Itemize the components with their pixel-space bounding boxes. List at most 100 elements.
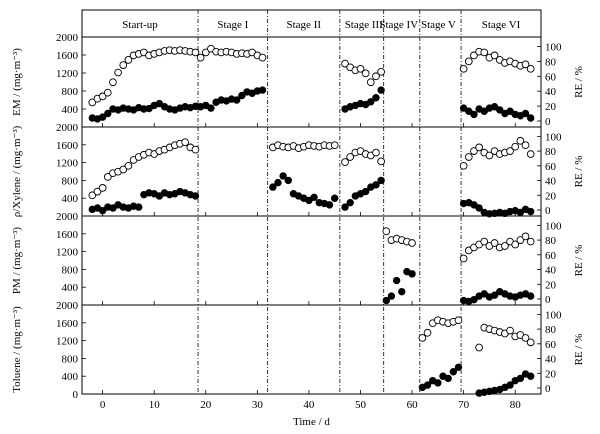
x-tick-label: 30 bbox=[252, 399, 264, 411]
re-point bbox=[526, 338, 535, 347]
left-tick-label: 400 bbox=[62, 282, 79, 294]
left-tick-label: 1200 bbox=[56, 158, 79, 170]
re-point bbox=[490, 51, 499, 60]
re-point bbox=[119, 165, 128, 174]
right-tick-label: 60 bbox=[545, 250, 557, 262]
re-point bbox=[511, 142, 520, 151]
y-axis-label: ρ/Xylene / (mg·m⁻³) bbox=[11, 125, 23, 217]
left-tick-label: 1600 bbox=[56, 229, 79, 241]
left-tick-label: 800 bbox=[62, 353, 79, 365]
left-tick-label: 400 bbox=[62, 193, 79, 205]
concentration-point bbox=[470, 110, 478, 119]
concentration-point bbox=[449, 368, 458, 376]
concentration-point bbox=[346, 198, 354, 207]
concentration-point bbox=[361, 187, 370, 196]
re-point bbox=[93, 187, 102, 196]
right-tick-label: 0 bbox=[545, 383, 551, 395]
concentration-point bbox=[377, 176, 385, 185]
concentration-point bbox=[207, 104, 215, 112]
re-point bbox=[191, 145, 200, 154]
re-point bbox=[103, 173, 112, 181]
re-point bbox=[196, 53, 205, 62]
right-tick-label: 100 bbox=[545, 131, 562, 143]
left-tick-label: 800 bbox=[62, 264, 79, 276]
re-point bbox=[191, 48, 200, 57]
left-tick-label: 2000 bbox=[56, 122, 79, 134]
re-point bbox=[459, 161, 468, 170]
x-tick-label: 60 bbox=[407, 399, 419, 411]
re-point bbox=[506, 147, 514, 155]
right-tick-label: 80 bbox=[545, 235, 557, 247]
re-point bbox=[341, 59, 349, 68]
re-point bbox=[459, 254, 468, 263]
x-tick-label: 70 bbox=[458, 399, 470, 411]
re-point bbox=[475, 343, 483, 352]
left-tick-label: 2000 bbox=[56, 211, 79, 223]
concentration-point bbox=[526, 372, 535, 380]
concentration-point bbox=[377, 86, 385, 94]
re-point bbox=[485, 151, 494, 160]
concentration-point bbox=[454, 363, 463, 371]
series-concentration bbox=[88, 86, 535, 123]
concentration-point bbox=[470, 295, 478, 304]
y-axis-label: EM / (mg·m⁻³) bbox=[11, 48, 23, 116]
right-tick-label: 20 bbox=[545, 279, 557, 291]
x-axis: 0 10 20 30 40 50 60 70 80 Time / d bbox=[100, 399, 521, 428]
right-tick-label: 60 bbox=[545, 339, 557, 351]
re-point bbox=[516, 136, 525, 145]
series-removal-efficiency bbox=[382, 227, 535, 263]
re-point bbox=[341, 158, 349, 166]
series-removal-efficiency bbox=[88, 44, 535, 107]
re-point bbox=[366, 78, 375, 87]
concentration-point bbox=[104, 109, 112, 118]
concentration-point bbox=[526, 292, 535, 300]
re-point bbox=[98, 184, 107, 192]
re-point bbox=[181, 138, 189, 147]
right-tick-label: 60 bbox=[545, 71, 557, 83]
concentration-point bbox=[392, 276, 401, 285]
right-tick-label: 20 bbox=[545, 368, 557, 380]
re-point bbox=[201, 48, 210, 57]
stage-label: Stage I bbox=[217, 19, 248, 31]
re-point bbox=[526, 150, 535, 158]
concentration-point bbox=[372, 181, 380, 189]
concentration-point bbox=[521, 109, 530, 118]
re-point bbox=[356, 64, 365, 73]
concentration-point bbox=[274, 178, 282, 187]
panel-frame bbox=[81, 304, 542, 395]
right-tick-label: 20 bbox=[545, 101, 557, 113]
left-tick-label: 0 bbox=[73, 389, 79, 401]
re-point bbox=[470, 147, 478, 155]
re-point bbox=[459, 64, 468, 73]
left-tick-label: 1200 bbox=[56, 336, 79, 348]
re-point bbox=[330, 141, 339, 150]
panel-xylene: 400 800 1200 1600 2000 0 20 40 60 80 100 ρ/Xylene /… bbox=[11, 122, 585, 218]
concentration-point bbox=[398, 287, 406, 296]
re-point bbox=[521, 60, 530, 69]
right-tick-label: 60 bbox=[545, 161, 557, 173]
re-point bbox=[114, 68, 122, 77]
re-point bbox=[346, 153, 355, 161]
stage-label: Start-up bbox=[122, 19, 158, 31]
right-tick-label: 40 bbox=[545, 86, 557, 98]
re-point bbox=[372, 148, 380, 157]
re-point bbox=[408, 239, 416, 247]
right-axis-label: RE / % bbox=[573, 66, 585, 98]
concentration-point bbox=[367, 98, 375, 106]
concentration-point bbox=[310, 193, 318, 202]
concentration-point bbox=[233, 96, 241, 104]
concentration-point bbox=[496, 106, 504, 114]
concentration-point bbox=[98, 206, 107, 215]
right-tick-label: 80 bbox=[545, 324, 557, 336]
series-concentration bbox=[382, 267, 535, 306]
stage-label: Stage III bbox=[345, 19, 384, 31]
re-point bbox=[124, 56, 133, 64]
left-tick-label: 800 bbox=[62, 86, 79, 98]
re-point bbox=[526, 237, 535, 246]
x-tick-label: 80 bbox=[510, 399, 522, 411]
re-point bbox=[464, 57, 473, 66]
concentration-point bbox=[434, 379, 442, 387]
re-point bbox=[506, 326, 514, 335]
right-tick-label: 40 bbox=[545, 176, 557, 188]
